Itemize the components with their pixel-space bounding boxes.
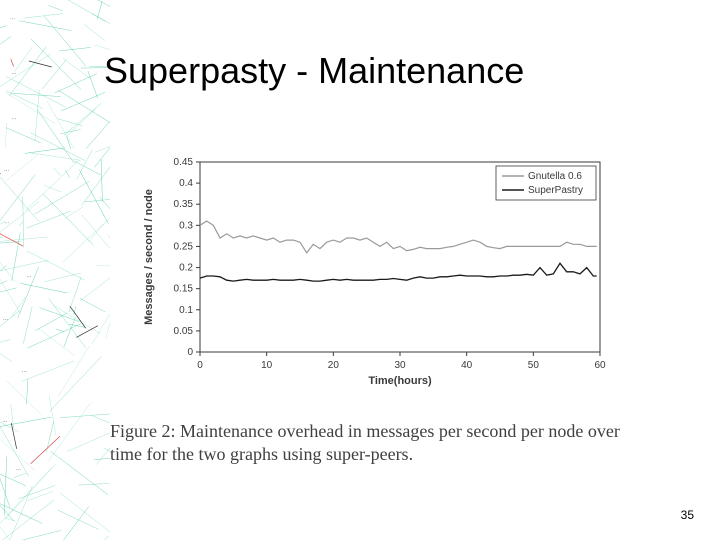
svg-text:0.35: 0.35: [174, 199, 194, 210]
slide: ··· ··· ··· ··· ··· ··· ··· ··· ··· ··· Superpast…: [0, 0, 720, 540]
svg-text:···: ···: [22, 369, 27, 375]
svg-text:···: ···: [4, 168, 9, 174]
svg-text:···: ···: [11, 117, 16, 123]
page-number: 35: [681, 508, 694, 522]
svg-text:Time(hours): Time(hours): [368, 375, 432, 387]
figure-caption: Figure 2: Maintenance overhead in messag…: [110, 420, 630, 467]
network-background: ··· ··· ··· ··· ··· ··· ··· ··· ··· ···: [0, 0, 110, 540]
svg-text:···: ···: [11, 71, 16, 77]
svg-text:···: ···: [16, 467, 21, 473]
svg-text:SuperPastry: SuperPastry: [528, 185, 583, 196]
svg-text:10: 10: [261, 360, 273, 371]
svg-text:40: 40: [461, 360, 473, 371]
svg-text:0.25: 0.25: [174, 241, 194, 252]
slide-title: Superpasty - Maintenance: [104, 50, 524, 92]
svg-text:60: 60: [594, 360, 606, 371]
svg-text:···: ···: [10, 17, 15, 23]
svg-text:0: 0: [197, 360, 203, 371]
svg-text:0: 0: [187, 347, 193, 358]
svg-text:···: ···: [3, 317, 8, 323]
svg-text:···: ···: [2, 419, 7, 425]
svg-text:0.1: 0.1: [179, 305, 193, 316]
maintenance-chart: 0 10 20 30 40 50 60 0 0.05 0.1 0.15 0.2 0.25 0.3 0.35 0…: [138, 150, 618, 400]
svg-text:30: 30: [394, 360, 406, 371]
svg-text:0.3: 0.3: [179, 220, 193, 231]
svg-text:50: 50: [528, 360, 540, 371]
svg-text:0.45: 0.45: [174, 157, 194, 168]
svg-text:20: 20: [328, 360, 340, 371]
svg-text:Messages / second / node: Messages / second / node: [143, 189, 155, 325]
svg-text:···: ···: [4, 221, 9, 227]
svg-text:0.15: 0.15: [174, 284, 194, 295]
svg-text:0.2: 0.2: [179, 263, 193, 274]
svg-text:0.4: 0.4: [179, 178, 193, 189]
svg-text:0.05: 0.05: [174, 326, 194, 337]
svg-text:Gnutella 0.6: Gnutella 0.6: [528, 171, 582, 182]
svg-text:···: ···: [26, 275, 31, 281]
